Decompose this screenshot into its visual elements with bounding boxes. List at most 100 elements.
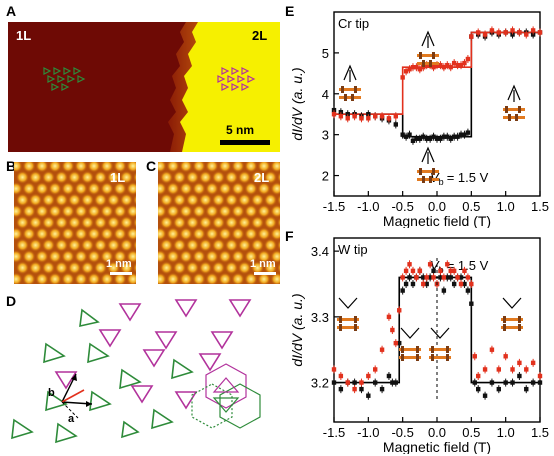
data-point-black xyxy=(489,380,495,385)
data-point-red xyxy=(482,367,488,372)
data-point-red xyxy=(503,30,508,35)
data-point-black xyxy=(431,134,436,139)
spectrum-v-icon xyxy=(429,327,451,361)
data-point-red xyxy=(524,32,529,37)
chart-e: -1.5 -1.0 -0.5 0.0 0.5 1.0 1.5 2 3 4 5 Magnetic fie… xyxy=(289,11,549,228)
panel-label-f: F xyxy=(285,228,294,244)
y-axis-label: dI/dV (a. u.) xyxy=(289,293,305,366)
data-point-black xyxy=(465,130,471,135)
data-point-red xyxy=(427,262,433,267)
spectrum-v-icon xyxy=(337,297,359,331)
data-point-black xyxy=(390,380,395,385)
data-point-red xyxy=(445,262,450,267)
data-point-black xyxy=(410,138,416,143)
data-point-red xyxy=(462,268,467,274)
tip-annotation: W tip xyxy=(338,242,368,257)
data-point-red xyxy=(366,116,371,121)
data-point-black xyxy=(424,136,429,141)
data-point-black xyxy=(448,275,453,280)
data-point-red xyxy=(448,65,453,70)
data-point-red xyxy=(393,340,398,346)
y-tick-label: 3.2 xyxy=(311,376,329,391)
data-point-black xyxy=(434,136,440,141)
hexagon-overlay xyxy=(191,363,261,429)
data-point-red xyxy=(458,62,464,68)
data-point-red xyxy=(517,360,522,366)
data-point-black xyxy=(431,268,436,274)
data-point-black xyxy=(496,386,501,392)
data-point-black xyxy=(448,136,453,141)
spin-config-icon xyxy=(503,84,525,121)
data-point-black xyxy=(397,340,402,346)
label-1l: 1L xyxy=(16,28,32,43)
data-point-red xyxy=(496,30,501,35)
model-line-black xyxy=(334,31,540,138)
data-point-black xyxy=(445,134,450,139)
data-point-black xyxy=(482,393,488,398)
data-point-red xyxy=(359,380,364,385)
data-point-black xyxy=(407,275,412,280)
lattice-schematic: a b xyxy=(11,299,261,444)
data-point-red xyxy=(407,67,412,72)
data-point-black xyxy=(524,386,529,392)
data-point-black xyxy=(530,32,536,37)
data-point-black xyxy=(455,134,460,139)
stm-image-a: 1L 2L 5 nm xyxy=(8,22,280,152)
data-point-red xyxy=(338,373,344,379)
data-point-red xyxy=(403,268,409,274)
x-tick-label: 1.0 xyxy=(497,199,515,214)
x-tick-label: 0.5 xyxy=(462,425,480,440)
y-tick-label: 5 xyxy=(322,46,329,61)
lattice-vectors xyxy=(61,373,93,419)
data-point-red xyxy=(530,28,536,33)
data-point-red xyxy=(417,268,423,274)
data-point-black xyxy=(510,32,515,37)
data-point-black xyxy=(441,288,447,293)
spin-config-icon xyxy=(417,146,439,183)
data-point-black xyxy=(373,380,378,385)
y-tick-label: 2 xyxy=(322,169,329,184)
data-point-black xyxy=(537,380,543,385)
data-point-red xyxy=(482,32,488,37)
x-tick-label: -1.5 xyxy=(323,199,345,214)
data-point-red xyxy=(465,275,471,280)
spin-config-icon xyxy=(417,30,439,67)
x-tick-label: -1.0 xyxy=(357,199,379,214)
y-tick-label: 3.3 xyxy=(311,310,329,325)
scale-bar-c xyxy=(254,272,276,275)
data-point-red xyxy=(421,65,426,70)
data-point-black xyxy=(503,380,508,385)
data-point-red xyxy=(530,360,536,366)
data-point-black xyxy=(427,275,433,280)
y-tick-label: 3 xyxy=(322,128,329,143)
model-line-red xyxy=(334,31,540,116)
data-point-red xyxy=(352,114,357,119)
data-point-red xyxy=(424,275,429,280)
data-point-black xyxy=(331,107,337,113)
x-tick-label: 1.0 xyxy=(497,425,515,440)
data-point-black xyxy=(441,134,447,139)
stm-image-b: 1L 1 nm xyxy=(14,162,136,284)
vector-b-label: b xyxy=(48,387,55,399)
panel-label-b: B xyxy=(6,158,17,174)
data-point-red xyxy=(537,30,543,35)
data-point-black xyxy=(465,288,471,293)
spin-config-icon xyxy=(339,64,361,101)
data-point-red xyxy=(438,62,443,68)
data-point-red xyxy=(373,114,378,119)
data-point-red xyxy=(441,275,447,280)
plot-frame xyxy=(333,11,541,197)
data-point-black xyxy=(469,301,474,306)
scale-bar-label-c: 1 nm xyxy=(250,258,276,270)
data-point-black xyxy=(476,386,481,392)
data-point-red xyxy=(451,60,457,66)
data-point-black xyxy=(410,281,416,287)
data-point-red xyxy=(472,354,477,359)
magenta-triangles xyxy=(54,299,252,410)
data-point-red xyxy=(448,268,453,274)
data-point-red xyxy=(414,275,419,280)
data-point-red xyxy=(496,367,501,372)
data-point-red xyxy=(338,114,344,119)
data-point-black xyxy=(510,380,515,385)
data-point-red xyxy=(476,373,481,379)
